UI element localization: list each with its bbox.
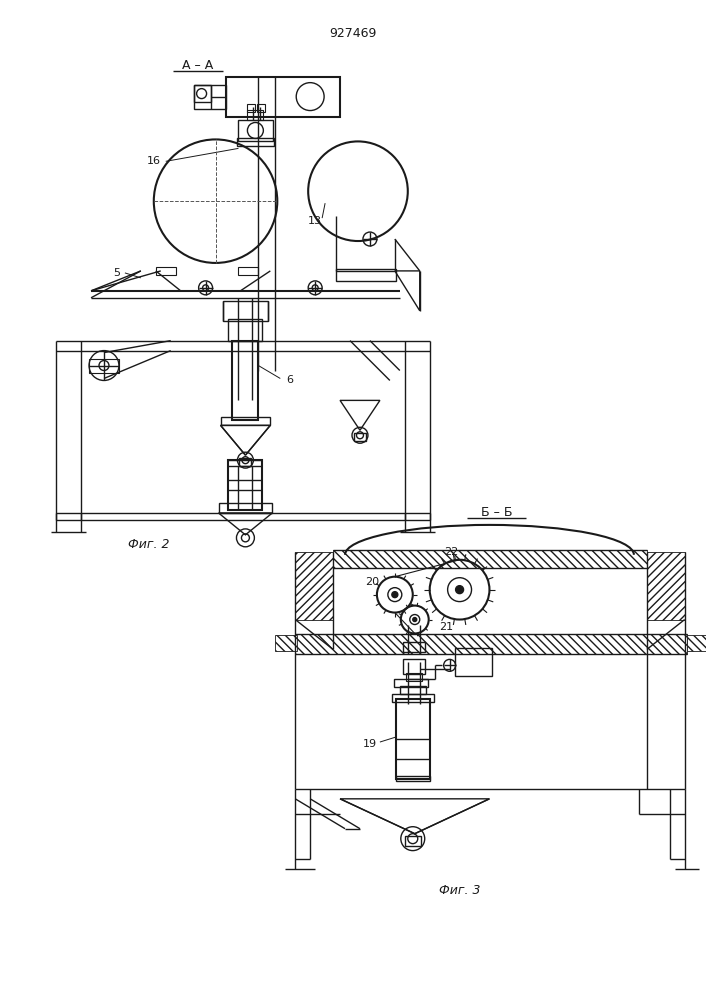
Text: 13: 13	[308, 216, 322, 226]
Bar	[400, 686, 426, 694]
Bar	[405, 836, 421, 846]
Text: Б – Б: Б – Б	[481, 506, 512, 519]
Text: 19: 19	[363, 739, 377, 749]
Bar	[406, 673, 422, 681]
Bar	[392, 694, 433, 702]
Bar	[240, 458, 252, 466]
Bar	[333, 550, 647, 568]
Bar	[238, 120, 274, 141]
Bar	[396, 776, 430, 781]
Bar	[257, 104, 265, 112]
Text: 5: 5	[113, 268, 120, 278]
Bar	[647, 552, 684, 620]
Bar	[228, 319, 262, 341]
Bar	[233, 341, 258, 420]
Bar	[238, 138, 274, 146]
Bar	[455, 648, 493, 676]
Bar	[396, 699, 430, 779]
Bar	[228, 460, 262, 510]
Bar	[686, 635, 707, 651]
Bar	[218, 503, 272, 513]
Circle shape	[455, 586, 464, 594]
Bar	[221, 417, 270, 425]
Text: 927469: 927469	[329, 27, 377, 40]
Text: А – А: А – А	[182, 59, 214, 72]
Text: 21: 21	[440, 622, 454, 632]
Bar	[194, 85, 211, 102]
Circle shape	[392, 592, 398, 598]
Bar	[89, 359, 119, 373]
Bar	[354, 433, 366, 441]
Text: 16: 16	[147, 156, 160, 166]
Bar	[275, 635, 297, 651]
Bar	[247, 104, 255, 112]
Bar	[336, 269, 396, 281]
Bar	[296, 634, 686, 654]
Circle shape	[413, 618, 416, 622]
Bar	[156, 267, 176, 275]
Bar	[394, 679, 428, 687]
Bar	[247, 110, 263, 120]
Text: 6: 6	[287, 375, 293, 385]
Bar	[223, 301, 269, 321]
Bar	[296, 552, 333, 620]
Bar	[226, 77, 340, 117]
Bar	[403, 659, 425, 674]
Bar	[194, 85, 226, 109]
Bar	[238, 267, 258, 275]
Text: 20: 20	[365, 577, 379, 587]
Text: Фиг. 3: Фиг. 3	[439, 884, 480, 897]
Bar	[403, 642, 425, 652]
Text: 22: 22	[445, 547, 459, 557]
Text: Фиг. 2: Фиг. 2	[128, 538, 170, 551]
